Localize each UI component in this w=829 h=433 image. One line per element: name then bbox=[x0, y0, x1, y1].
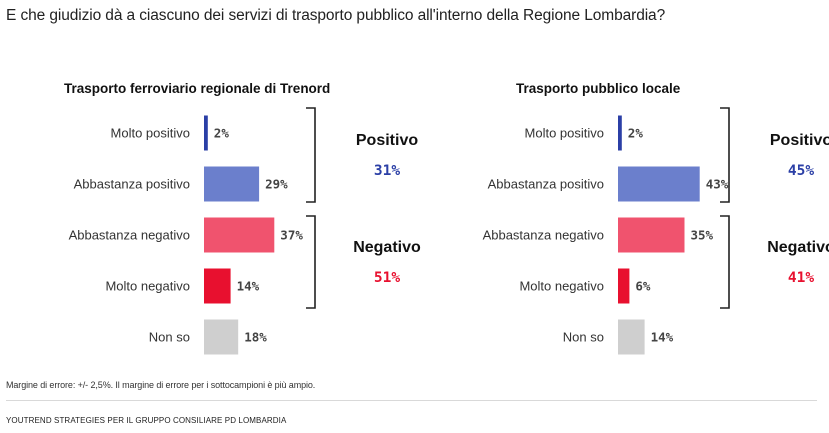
bar-chart-trenord: Molto positivo 2% Abbastanza positivo 29% Ab… bbox=[69, 107, 421, 355]
negative-bracket bbox=[306, 215, 316, 309]
margin-of-error-note: Margine di errore: +/- 2,5%. Il margine … bbox=[6, 380, 316, 390]
positivo-title: Positivo bbox=[770, 132, 829, 149]
positivo-title: Positivo bbox=[356, 132, 418, 149]
data-label: 2% bbox=[214, 126, 230, 141]
category-label: Abbastanza negativo bbox=[69, 228, 190, 243]
footer-divider bbox=[6, 400, 817, 401]
category-label: Abbastanza negativo bbox=[483, 228, 604, 243]
bar bbox=[618, 166, 700, 202]
positivo-total: 45% bbox=[788, 163, 814, 179]
source-footer: YOUTREND STRATEGIES PER IL GRUPPO CONSIL… bbox=[6, 416, 287, 425]
negativo-title: Negativo bbox=[767, 239, 829, 256]
data-label: 6% bbox=[635, 279, 651, 294]
data-label: 2% bbox=[628, 126, 644, 141]
bar bbox=[618, 268, 630, 304]
positive-bracket bbox=[306, 107, 316, 203]
chart-panel-trenord: Trasporto ferroviario regionale di Treno… bbox=[0, 70, 421, 370]
negativo-total: 41% bbox=[788, 270, 814, 286]
positive-bracket bbox=[720, 107, 730, 203]
data-label: 14% bbox=[651, 330, 674, 345]
bar bbox=[618, 217, 685, 253]
bar bbox=[204, 115, 208, 151]
positivo-total: 31% bbox=[374, 163, 400, 179]
bar bbox=[618, 115, 622, 151]
survey-question: E che giudizio dà a ciascuno dei servizi… bbox=[6, 7, 666, 24]
category-label: Molto negativo bbox=[105, 279, 190, 294]
category-label: Abbastanza positivo bbox=[488, 177, 604, 192]
data-label: 43% bbox=[706, 177, 729, 192]
data-label: 35% bbox=[691, 228, 714, 243]
category-label: Molto positivo bbox=[525, 126, 604, 141]
bar bbox=[204, 217, 275, 253]
category-label: Abbastanza positivo bbox=[74, 177, 190, 192]
negativo-title: Negativo bbox=[353, 239, 421, 256]
data-label: 14% bbox=[237, 279, 260, 294]
bar bbox=[204, 319, 239, 355]
bar-chart-tpl: Molto positivo 2% Abbastanza positivo 43% Ab… bbox=[483, 107, 829, 355]
category-label: Non so bbox=[149, 330, 190, 345]
category-label: Molto negativo bbox=[519, 279, 604, 294]
data-label: 18% bbox=[244, 330, 267, 345]
chart-title: Trasporto ferroviario regionale di Treno… bbox=[64, 81, 331, 96]
chart-panel-tpl: Trasporto pubblico locale Molto positivo… bbox=[414, 70, 829, 370]
chart-title: Trasporto pubblico locale bbox=[516, 81, 681, 96]
category-label: Non so bbox=[563, 330, 604, 345]
bar bbox=[204, 166, 260, 202]
negative-bracket bbox=[720, 215, 730, 309]
bar bbox=[204, 268, 231, 304]
category-label: Molto positivo bbox=[111, 126, 190, 141]
data-label: 37% bbox=[280, 228, 303, 243]
bar bbox=[618, 319, 645, 355]
negativo-total: 51% bbox=[374, 270, 400, 286]
data-label: 29% bbox=[265, 177, 288, 192]
